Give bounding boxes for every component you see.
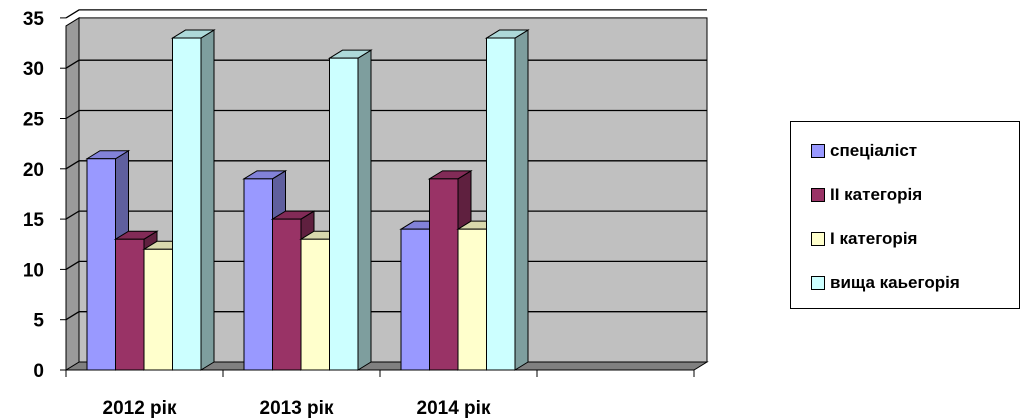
bar-side: [514, 29, 529, 371]
y-tick-label: 5: [33, 311, 44, 332]
y-tick-label: 30: [23, 59, 44, 80]
y-tick-label: 25: [23, 110, 45, 131]
legend-swatch-category-2: [811, 188, 825, 202]
y-tick-label: 15: [23, 210, 45, 231]
legend-swatch-highest-category: [811, 276, 825, 290]
bar: [427, 169, 473, 371]
bar-front: [400, 228, 430, 371]
bar-front: [429, 178, 459, 371]
x-category-label: 2013 рік: [260, 398, 334, 419]
y-tick-label: 35: [23, 9, 45, 30]
y-tick-label: 20: [23, 160, 44, 181]
bar-front: [143, 248, 173, 371]
bar-front: [86, 158, 116, 371]
legend-item-category-1: І категорія: [811, 228, 917, 250]
legend-item-highest-category: вища каьегорія: [811, 272, 960, 294]
legend-item-specialist: спеціаліст: [811, 140, 917, 162]
legend-label-category-2: ІІ категорія: [830, 185, 923, 204]
bar: [484, 29, 530, 371]
legend-label-category-1: І категорія: [830, 229, 918, 248]
legend-item-category-2: ІІ категорія: [811, 184, 922, 206]
bar: [327, 49, 373, 371]
bar-side: [357, 49, 372, 371]
bar-front: [115, 238, 145, 371]
bar-front: [172, 37, 202, 371]
bar: [170, 29, 216, 371]
bar-front: [457, 228, 487, 371]
bar-side: [200, 29, 215, 371]
legend-label-highest-category: вища каьегорія: [830, 273, 960, 292]
y-tick-label: 0: [33, 361, 44, 382]
legend-swatch-category-1: [811, 232, 825, 246]
bar-front: [272, 218, 302, 371]
x-category-label: 2014 рік: [417, 398, 491, 419]
bar-front: [243, 178, 273, 371]
gridline: [65, 9, 707, 19]
legend-label-specialist: спеціаліст: [830, 141, 918, 160]
y-tick-label: 10: [23, 260, 44, 281]
x-category-label: 2012 рік: [103, 398, 177, 419]
bar-front: [300, 238, 330, 371]
legend-swatch-specialist: [811, 144, 825, 158]
chart-legend: спеціаліст ІІ категорія І категорія вища…: [790, 121, 1020, 309]
bar-front: [486, 37, 516, 371]
chart-side-wall: [65, 17, 80, 371]
bar-front: [329, 57, 359, 371]
